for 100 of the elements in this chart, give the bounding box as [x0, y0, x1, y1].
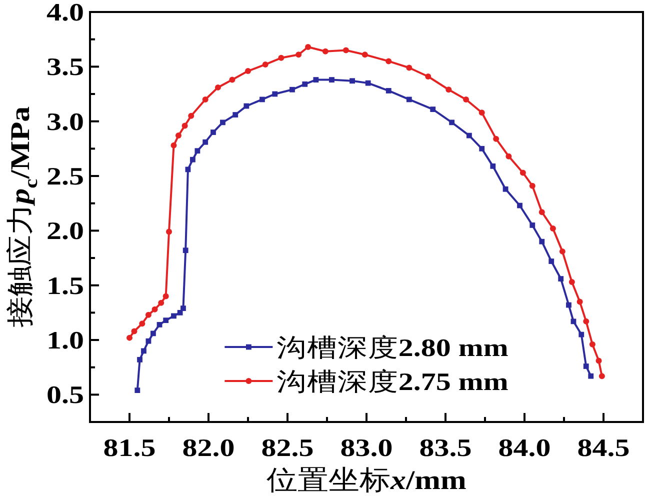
point [559, 248, 566, 254]
point [145, 312, 152, 318]
point [539, 238, 545, 244]
point [182, 122, 188, 129]
point [386, 88, 392, 94]
point [490, 163, 496, 169]
point [548, 258, 554, 264]
point [185, 166, 191, 172]
point [296, 52, 302, 58]
point [425, 74, 432, 80]
point [229, 76, 236, 83]
point [175, 132, 182, 139]
point [362, 52, 368, 58]
point [466, 132, 472, 138]
point [210, 130, 216, 135]
point [139, 320, 146, 327]
point [558, 276, 564, 282]
point [517, 202, 522, 208]
point [244, 103, 250, 109]
y-tick-label: 3.5 [46, 52, 84, 81]
point [260, 96, 265, 102]
point [342, 47, 349, 54]
point [570, 318, 576, 324]
x-tick-label: 84.5 [577, 433, 630, 462]
point [194, 148, 200, 154]
point [493, 136, 500, 142]
point [305, 44, 312, 50]
point [588, 373, 594, 379]
x-tick-label: 82.5 [261, 433, 314, 462]
point [583, 364, 589, 369]
point [446, 86, 452, 93]
y-tick-label: 1.0 [46, 326, 84, 354]
point [598, 373, 605, 380]
legend-label: 沟槽深度2.80 mm [276, 333, 508, 362]
point [134, 388, 140, 393]
point [202, 96, 208, 102]
point [272, 91, 278, 97]
point [163, 318, 169, 324]
point [506, 153, 512, 160]
x-tick-label: 81.5 [103, 433, 156, 462]
point [538, 209, 545, 216]
point [214, 84, 221, 90]
y-tick-label: 2.0 [46, 216, 84, 245]
point [520, 170, 526, 176]
point [529, 182, 536, 189]
point [171, 313, 176, 319]
point [290, 86, 295, 92]
point [406, 96, 412, 102]
point [350, 78, 355, 84]
y-tick-label: 4.0 [46, 0, 84, 26]
point [232, 112, 238, 118]
y-tick-label: 2.5 [46, 162, 84, 190]
point [568, 279, 575, 286]
point [137, 356, 142, 362]
point [463, 96, 470, 102]
x-tick-label: 82.0 [182, 433, 235, 462]
point [131, 328, 138, 334]
point [150, 330, 156, 336]
point [583, 318, 590, 324]
y-tick-label: 0.5 [46, 380, 84, 409]
point [177, 310, 183, 316]
point [141, 348, 146, 354]
x-tick-label: 83.0 [340, 433, 393, 462]
point [589, 341, 596, 348]
point [596, 358, 602, 364]
point [180, 306, 186, 311]
point [406, 64, 412, 71]
point [220, 120, 226, 126]
point [566, 302, 572, 308]
point [329, 77, 334, 82]
point [152, 306, 158, 312]
point [156, 322, 162, 328]
point [365, 80, 371, 86]
y-tick-label: 3.0 [46, 107, 84, 136]
point [449, 120, 455, 126]
y-tick-label: 1.5 [46, 271, 84, 300]
point [502, 186, 508, 192]
point [170, 142, 177, 148]
x-axis-title: 位置坐标x/mm [266, 466, 466, 496]
point [530, 222, 536, 228]
point [190, 156, 196, 162]
point [578, 332, 584, 338]
point [550, 225, 556, 232]
point [166, 228, 172, 235]
point [313, 77, 319, 82]
point [478, 110, 485, 116]
legend-label: 沟槽深度2.75 mm [276, 367, 508, 396]
point [126, 334, 132, 341]
point [202, 139, 208, 145]
point [245, 68, 251, 74]
point [302, 81, 308, 87]
point [262, 61, 268, 68]
point [430, 106, 436, 112]
point [146, 338, 152, 344]
point [182, 248, 188, 254]
point [278, 54, 284, 61]
point [576, 298, 583, 305]
x-tick-label: 84.0 [498, 433, 551, 462]
point [188, 112, 194, 119]
point [162, 293, 169, 300]
